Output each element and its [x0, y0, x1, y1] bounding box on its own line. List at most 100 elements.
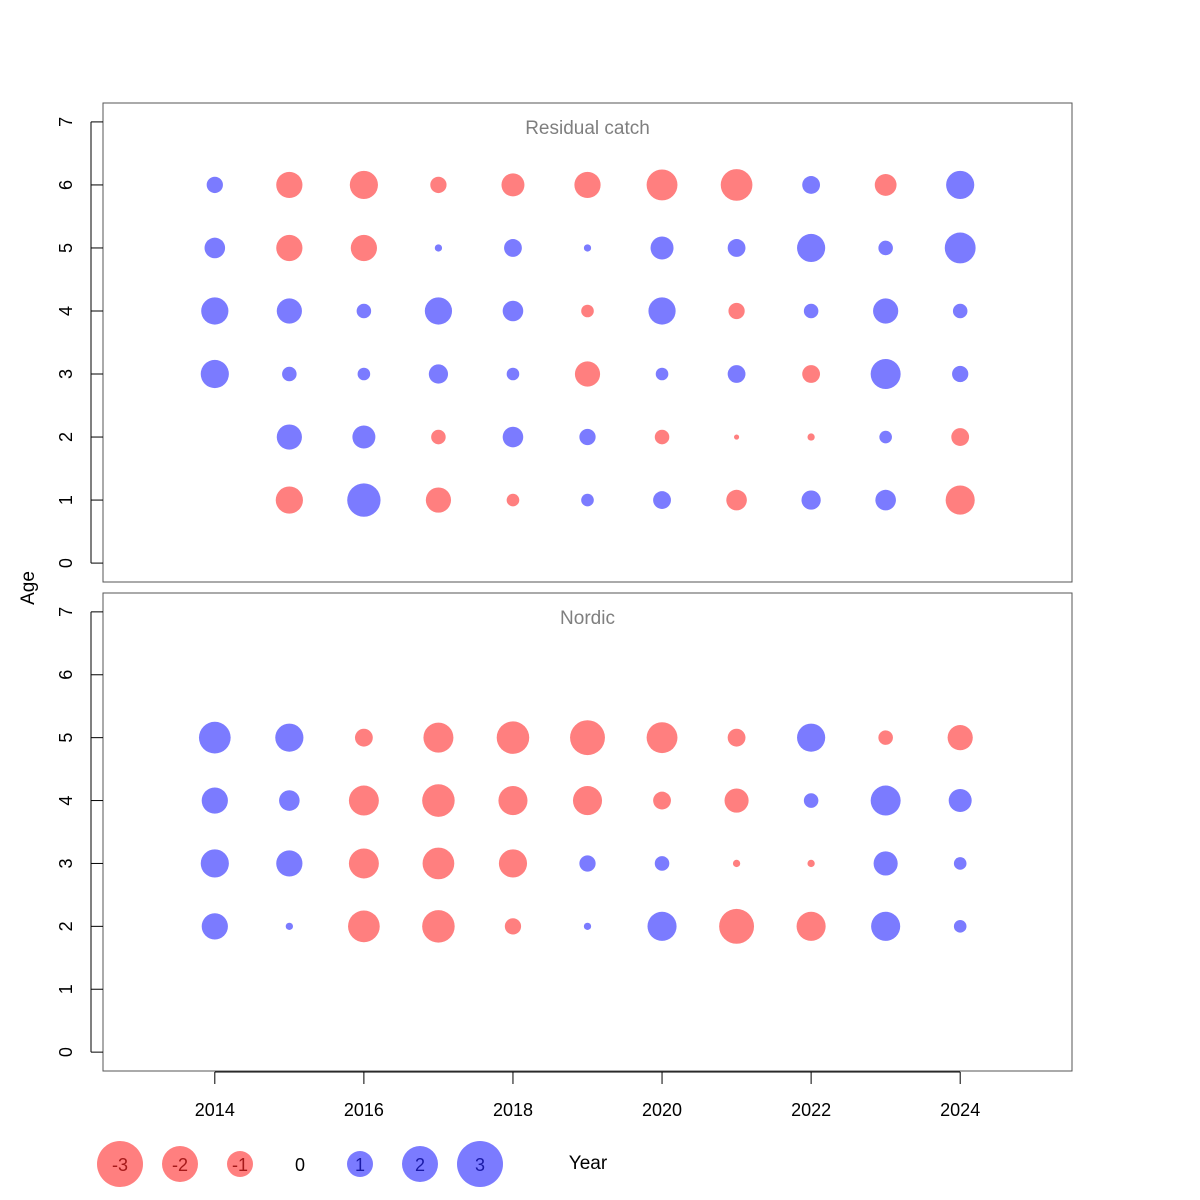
legend-bubble — [97, 1141, 143, 1187]
bubble-2020-age-2 — [647, 911, 677, 941]
bubble-2021-age-3 — [732, 859, 741, 868]
x-tick-label: 2018 — [493, 1100, 533, 1120]
bubble-2021-age-5 — [727, 728, 746, 747]
bubble-2023-age-4 — [873, 298, 899, 324]
bubble-2019-age-1 — [581, 493, 594, 507]
y-tick-label: 7 — [56, 607, 76, 617]
bubble-2017-age-2 — [422, 910, 455, 943]
bubble-2017-age-6 — [430, 176, 447, 194]
bubble-2014-age-3 — [200, 359, 229, 389]
bubble-2015-age-2 — [276, 424, 302, 450]
bubble-2019-age-3 — [579, 855, 596, 872]
panel-title: Residual catch — [525, 118, 650, 139]
legend-label: 2 — [415, 1155, 425, 1175]
bubble-2019-age-4 — [572, 786, 603, 816]
y-tick-label: 2 — [56, 921, 76, 931]
bubble-2023-age-5 — [878, 240, 893, 256]
bubble-2015-age-6 — [276, 171, 303, 199]
bubble-2017-age-4 — [424, 297, 453, 325]
bubble-2018-age-5 — [504, 239, 522, 257]
bubble-2018-age-3 — [498, 849, 528, 878]
bubble-2014-age-4 — [201, 787, 228, 814]
bubble-2022-age-4 — [803, 303, 819, 319]
bubble-2019-age-2 — [583, 922, 592, 930]
bubble-2023-age-2 — [879, 430, 892, 444]
bubble-2023-age-1 — [875, 489, 896, 511]
bubble-2024-age-1 — [945, 485, 975, 515]
legend-label: -3 — [112, 1155, 128, 1175]
legend-bubble — [347, 1151, 373, 1177]
bubble-2016-age-4 — [348, 785, 379, 816]
bubble-2018-age-5 — [496, 721, 530, 754]
bubble-2015-age-1 — [275, 486, 303, 514]
x-tick-label: 2020 — [642, 1100, 682, 1120]
bubble-2017-age-5 — [423, 722, 454, 753]
bubble-2015-age-3 — [276, 850, 303, 877]
bubble-2014-age-3 — [200, 849, 229, 878]
bubble-2016-age-2 — [352, 425, 376, 449]
bubble-2024-age-5 — [947, 725, 973, 751]
y-tick-label: 6 — [56, 670, 76, 680]
bubble-2021-age-2 — [734, 434, 740, 440]
y-tick-label: 1 — [56, 984, 76, 994]
bubble-2023-age-3 — [873, 851, 898, 876]
bubble-2015-age-5 — [275, 723, 304, 752]
y-tick-label: 0 — [56, 558, 76, 568]
y-axis-title: Age — [18, 571, 39, 605]
y-tick-label: 6 — [56, 180, 76, 190]
bubble-2021-age-6 — [720, 169, 753, 201]
bubble-2024-age-5 — [944, 232, 976, 264]
bubble-2021-age-4 — [724, 788, 749, 813]
y-tick-label: 0 — [56, 1047, 76, 1057]
bubble-2018-age-4 — [502, 300, 524, 322]
bubble-2020-age-4 — [653, 791, 671, 810]
bubble-2019-age-2 — [579, 428, 596, 446]
legend-bubble — [162, 1146, 198, 1182]
bubble-2018-age-3 — [506, 367, 520, 381]
y-tick-label: 5 — [56, 243, 76, 253]
bubble-2014-age-5 — [198, 721, 231, 754]
bubble-2016-age-3 — [348, 848, 379, 879]
bubble-2018-age-2 — [504, 918, 522, 935]
x-tick-label: 2024 — [940, 1100, 980, 1120]
bubble-2020-age-5 — [650, 236, 674, 260]
legend-item-0: 0 — [295, 1155, 305, 1175]
bubble-2024-age-6 — [946, 170, 975, 200]
bubble-2023-age-6 — [874, 174, 897, 196]
legend-item-1: 1 — [347, 1151, 373, 1177]
y-tick-label: 2 — [56, 432, 76, 442]
bubble-2021-age-3 — [727, 365, 746, 383]
legend-bubble — [457, 1141, 503, 1187]
y-tick-label: 4 — [56, 306, 76, 316]
bubble-2017-age-4 — [422, 784, 455, 817]
bubble-2021-age-2 — [719, 908, 755, 944]
bubble-2024-age-3 — [953, 857, 967, 870]
bubble-2018-age-2 — [502, 426, 524, 448]
bubble-2019-age-5 — [570, 720, 605, 756]
bubble-2024-age-3 — [952, 365, 969, 383]
bubble-2019-age-4 — [581, 304, 594, 318]
bubble-2023-age-2 — [871, 911, 901, 941]
bubble-2020-age-1 — [653, 491, 671, 509]
bubble-2017-age-3 — [428, 364, 449, 384]
bubble-2023-age-5 — [878, 730, 893, 745]
bubble-2024-age-4 — [948, 789, 972, 813]
legend-label: 0 — [295, 1155, 305, 1175]
bubble-2021-age-4 — [728, 302, 745, 320]
bubble-2015-age-4 — [276, 298, 302, 324]
bubble-2020-age-2 — [654, 429, 670, 445]
bubble-2020-age-5 — [646, 722, 678, 754]
bubble-2018-age-6 — [501, 173, 525, 197]
bubble-2014-age-2 — [201, 913, 228, 940]
bubble-2017-age-2 — [431, 429, 446, 445]
y-tick-label: 4 — [56, 796, 76, 806]
bubble-2020-age-6 — [646, 169, 678, 201]
bubble-2017-age-5 — [434, 244, 443, 252]
x-tick-label: 2022 — [791, 1100, 831, 1120]
bubble-2015-age-3 — [282, 366, 297, 382]
y-tick-label: 5 — [56, 733, 76, 743]
bubble-2021-age-1 — [726, 489, 747, 511]
bubble-2016-age-1 — [347, 483, 381, 517]
x-tick-label: 2016 — [344, 1100, 384, 1120]
